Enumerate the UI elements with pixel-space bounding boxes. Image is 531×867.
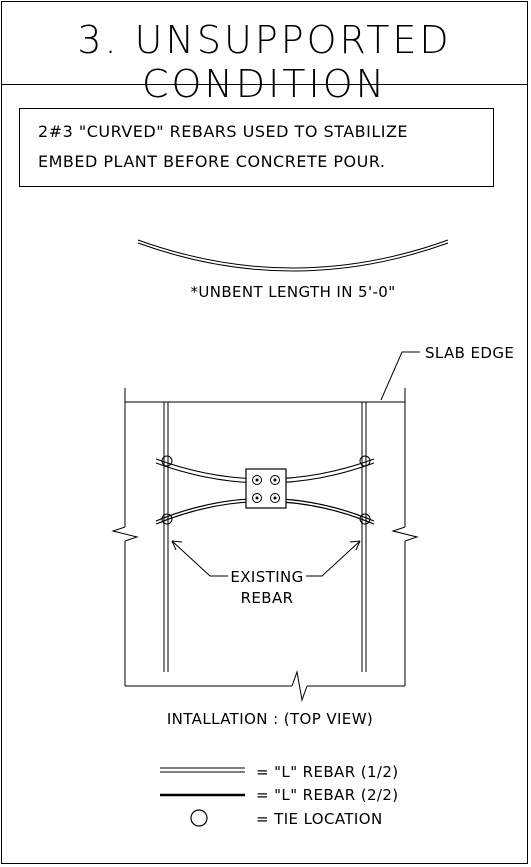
slab-edge-label: SLAB EDGE [425, 344, 514, 362]
tie-locations [161, 455, 371, 525]
view-caption: INTALLATION : (TOP VIEW) [167, 710, 373, 728]
legend-text-1: = "L" REBAR (1/2) [256, 763, 399, 781]
legend-symbol-double-line [160, 767, 245, 773]
slab-edge-leader [380, 351, 420, 401]
legend-text-3: = TIE LOCATION [256, 810, 383, 828]
note-line-1: 2#3 "CURVED" REBARS USED TO STABILIZE [38, 122, 409, 141]
drawing-title: 3. UNSUPPORTED CONDITION [77, 18, 452, 106]
slab-outline [111, 388, 419, 702]
existing-label-line1: EXISTING [230, 568, 303, 586]
legend-text-2: = "L" REBAR (2/2) [256, 786, 399, 804]
title-band: 3. UNSUPPORTED CONDITION [2, 2, 527, 106]
existing-rebar [163, 402, 367, 672]
legend-symbol-circle [190, 809, 208, 827]
note-box: 2#3 "CURVED" REBARS USED TO STABILIZE EM… [19, 108, 494, 187]
curved-rebar-sample [137, 239, 449, 272]
unbent-length-note: *UNBENT LENGTH IN 5'-0" [190, 283, 395, 301]
existing-label-line2: REBAR [241, 589, 294, 607]
existing-rebar-leaders [171, 540, 361, 577]
note-line-2: EMBED PLANT BEFORE CONCRETE POUR. [38, 152, 386, 171]
embed-plate [245, 468, 287, 509]
